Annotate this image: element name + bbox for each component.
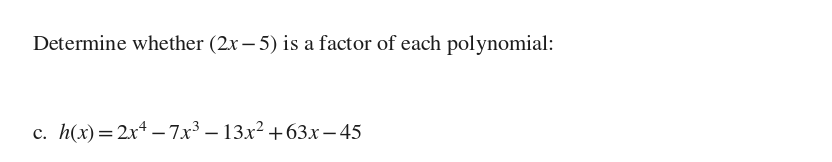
Text: c.  $h(x)=2x^{4}-7x^{3}-13x^{2}+63x-45$: c. $h(x)=2x^{4}-7x^{3}-13x^{2}+63x-45$	[32, 120, 362, 146]
Text: Determine whether $(2x-5)$ is a factor of each polynomial:: Determine whether $(2x-5)$ is a factor o…	[32, 33, 554, 57]
